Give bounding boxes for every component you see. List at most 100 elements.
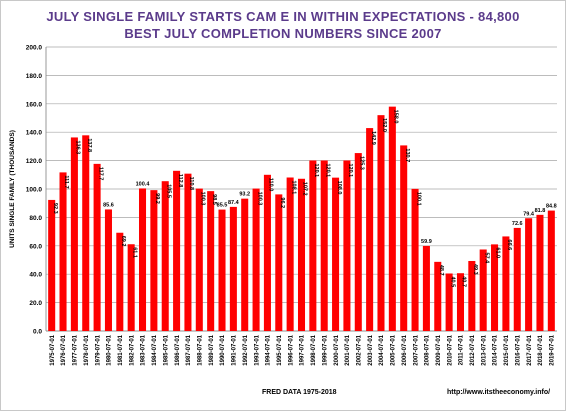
bar <box>195 188 203 331</box>
data-label: 120.1 <box>313 163 319 177</box>
x-tick-label: 2017-07-01 <box>527 334 533 365</box>
bar <box>320 160 328 331</box>
chart-subtitle: BEST JULY COMPLETION NUMBERS SINCE 2007 <box>124 26 442 41</box>
x-tick-label: 1988-07-01 <box>198 334 204 365</box>
y-tick-label: 120.0 <box>26 158 43 165</box>
footer-source: FRED DATA 1975-2018 <box>262 389 337 396</box>
bar <box>297 178 306 331</box>
data-label: 98.5 <box>211 194 217 205</box>
bar <box>184 173 192 331</box>
y-tick-label: 140.0 <box>26 130 43 137</box>
x-tick-label: 1986-07-01 <box>175 334 181 365</box>
bar <box>343 160 351 331</box>
data-label: 110.0 <box>268 178 274 191</box>
bar <box>241 198 249 331</box>
bar <box>445 273 453 331</box>
bar <box>116 232 124 331</box>
data-label: 79.4 <box>523 211 535 217</box>
data-label: 85.5 <box>217 203 228 209</box>
bar <box>93 163 101 331</box>
bar <box>468 260 476 331</box>
data-label: 142.9 <box>370 131 376 145</box>
data-label: 72.6 <box>512 221 523 227</box>
data-label: 61.1 <box>131 247 137 258</box>
x-tick-label: 1991-07-01 <box>232 334 238 365</box>
bar <box>150 190 158 331</box>
bar <box>411 188 419 331</box>
x-tick-label: 1975-07-01 <box>50 334 56 365</box>
x-tick-label: 2001-07-01 <box>345 334 351 365</box>
bar <box>547 210 555 331</box>
x-tick-label: 2019-07-01 <box>550 334 556 365</box>
bar <box>388 106 396 331</box>
bar <box>104 209 112 331</box>
x-tick-label: 2011-07-01 <box>459 334 465 365</box>
bar <box>400 145 408 331</box>
y-tick-label: 60.0 <box>29 243 42 250</box>
data-label: 100.3 <box>200 192 206 206</box>
bar <box>59 172 67 331</box>
data-label: 100.1 <box>415 192 421 206</box>
data-label: 40.5 <box>449 276 455 287</box>
x-tick-label: 2012-07-01 <box>470 334 476 365</box>
bar <box>332 177 340 331</box>
x-tick-label: 1987-07-01 <box>186 334 192 365</box>
bar <box>48 199 56 331</box>
data-label: 93.2 <box>239 192 250 198</box>
x-tick-label: 1978-07-01 <box>84 334 90 365</box>
data-label: 66.6 <box>506 239 512 250</box>
x-tick-label: 1984-07-01 <box>152 334 158 365</box>
bar <box>275 194 283 331</box>
bar <box>218 209 226 331</box>
x-tick-label: 1997-07-01 <box>300 334 306 365</box>
data-label: 107.2 <box>302 182 308 196</box>
y-tick-label: 200.0 <box>26 45 43 52</box>
x-tick-label: 1979-07-01 <box>95 334 101 365</box>
bar <box>70 137 78 331</box>
x-tick-label: 1981-07-01 <box>118 334 124 365</box>
data-label: 152.0 <box>381 118 387 132</box>
footer-site: http://www.itstheeconomy.info/ <box>447 389 551 396</box>
bar <box>366 128 374 331</box>
x-tick-label: 1983-07-01 <box>141 334 147 365</box>
bar <box>354 153 362 331</box>
x-tick-label: 1995-07-01 <box>277 334 283 365</box>
data-label: 48.7 <box>438 265 444 276</box>
bar <box>229 206 237 331</box>
data-label: 99.2 <box>154 193 160 204</box>
data-label: 158.0 <box>393 110 399 124</box>
bar <box>252 188 260 331</box>
x-tick-label: 2002-07-01 <box>356 334 362 365</box>
data-label: 69.2 <box>120 236 126 247</box>
y-tick-label: 160.0 <box>26 101 43 108</box>
y-tick-label: 20.0 <box>29 300 42 307</box>
data-label: 125.3 <box>358 156 364 170</box>
bar <box>173 170 181 331</box>
data-label: 87.4 <box>228 200 240 206</box>
y-tick-label: 100.0 <box>26 187 43 194</box>
x-tick-label: 2013-07-01 <box>481 334 487 365</box>
data-label: 61.0 <box>495 247 501 258</box>
bar <box>263 174 271 331</box>
x-tick-label: 2006-07-01 <box>402 334 408 365</box>
y-axis-title: UNITS SINGLE FAMILY (THOUSANDS) <box>9 130 16 248</box>
x-tick-label: 1999-07-01 <box>322 334 328 365</box>
x-tick-label: 2010-07-01 <box>447 334 453 365</box>
x-tick-label: 2007-07-01 <box>413 334 419 365</box>
x-tick-label: 2004-07-01 <box>379 334 385 365</box>
bar <box>479 249 487 331</box>
x-tick-label: 2005-07-01 <box>391 334 397 365</box>
bar <box>502 236 510 331</box>
bar <box>525 218 533 331</box>
data-label: 110.8 <box>188 177 194 190</box>
data-label: 92.3 <box>52 203 58 214</box>
x-tick-label: 1980-07-01 <box>107 334 113 365</box>
x-tick-label: 1994-07-01 <box>266 334 272 365</box>
bar <box>491 244 499 331</box>
x-tick-label: 1993-07-01 <box>254 334 260 365</box>
bar <box>434 261 442 331</box>
x-tick-label: 1996-07-01 <box>288 334 294 365</box>
data-label: 130.7 <box>404 148 410 162</box>
data-label: 120.1 <box>347 163 353 177</box>
y-tick-label: 180.0 <box>26 73 43 80</box>
